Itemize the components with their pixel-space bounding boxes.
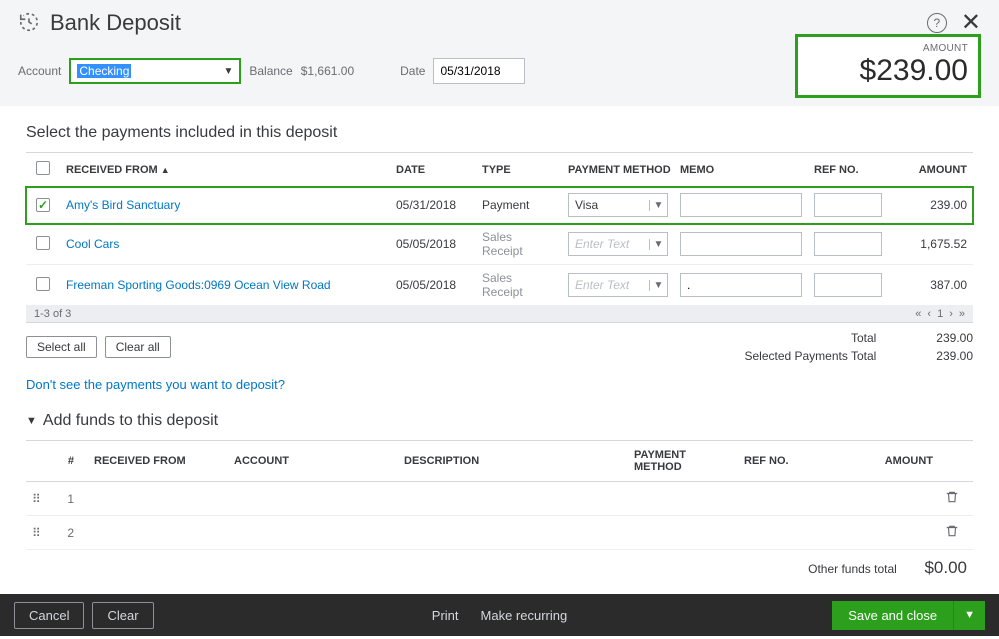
chevron-down-icon[interactable]: ▼	[649, 239, 667, 250]
payment-method-placeholder: Enter Text	[569, 278, 649, 292]
table-row[interactable]: ⠿1	[26, 482, 973, 516]
memo-input[interactable]	[680, 232, 802, 256]
row-type: Sales Receipt	[476, 224, 562, 265]
row-checkbox[interactable]	[36, 198, 50, 212]
col-memo[interactable]: MEMO	[674, 153, 808, 187]
pager-next-icon[interactable]: ›	[949, 308, 953, 320]
clear-all-button[interactable]: Clear all	[105, 336, 171, 358]
payment-method-placeholder: Enter Text	[569, 237, 649, 251]
payment-method-select[interactable]: Enter Text▼	[568, 232, 668, 256]
row-type: Sales Receipt	[476, 265, 562, 306]
cancel-button[interactable]: Cancel	[14, 602, 84, 629]
row-number: 1	[48, 482, 88, 516]
balance-label: Balance	[249, 64, 292, 78]
total-label: Total	[851, 331, 876, 345]
table-row: Freeman Sporting Goods:0969 Ocean View R…	[26, 265, 973, 306]
row-date: 05/31/2018	[390, 187, 476, 224]
chevron-down-icon[interactable]: ▼	[223, 66, 233, 77]
collapse-icon[interactable]: ▼	[26, 415, 37, 427]
date-label: Date	[400, 64, 425, 78]
acol-payment-method: PAYMENT METHOD	[628, 441, 738, 482]
help-icon[interactable]: ?	[927, 13, 947, 33]
acol-received-from: RECEIVED FROM	[88, 441, 228, 482]
memo-input[interactable]	[680, 273, 802, 297]
trash-icon[interactable]	[939, 516, 973, 550]
close-icon[interactable]: ✕	[961, 11, 981, 35]
acol-num: #	[48, 441, 88, 482]
save-and-close-button[interactable]: Save and close	[832, 601, 953, 630]
chevron-down-icon[interactable]: ▼	[649, 200, 667, 211]
row-amount: 1,675.52	[888, 224, 973, 265]
table-row: Amy's Bird Sanctuary05/31/2018PaymentVis…	[26, 187, 973, 224]
acol-account: ACCOUNT	[228, 441, 398, 482]
pager-page: 1	[937, 308, 943, 320]
other-funds-total-value: $0.00	[924, 558, 967, 577]
col-date[interactable]: DATE	[390, 153, 476, 187]
page-title: Bank Deposit	[50, 10, 181, 36]
deposit-amount-box: AMOUNT $239.00	[795, 34, 981, 98]
drag-handle-icon[interactable]: ⠿	[26, 482, 48, 516]
ref-input[interactable]	[814, 273, 882, 297]
print-link[interactable]: Print	[432, 608, 459, 623]
table-row: Cool Cars05/05/2018Sales ReceiptEnter Te…	[26, 224, 973, 265]
add-funds-table: # RECEIVED FROM ACCOUNT DESCRIPTION PAYM…	[26, 440, 973, 550]
add-funds-heading: Add funds to this deposit	[43, 412, 218, 430]
table-row[interactable]: ⠿2	[26, 516, 973, 550]
row-date: 05/05/2018	[390, 224, 476, 265]
history-icon[interactable]	[18, 11, 40, 36]
date-input[interactable]	[433, 58, 525, 84]
received-from-link[interactable]: Cool Cars	[66, 237, 119, 251]
row-number: 2	[48, 516, 88, 550]
drag-handle-icon[interactable]: ⠿	[26, 516, 48, 550]
payment-method-select[interactable]: Visa▼	[568, 193, 668, 217]
payments-table: RECEIVED FROM▲ DATE TYPE PAYMENT METHOD …	[26, 152, 973, 306]
pager-last-icon[interactable]: »	[959, 308, 965, 320]
pager-range: 1-3 of 3	[34, 308, 71, 320]
payment-method-select[interactable]: Enter Text▼	[568, 273, 668, 297]
row-amount: 239.00	[888, 187, 973, 224]
col-ref-no[interactable]: REF NO.	[808, 153, 888, 187]
account-select[interactable]: Checking ▼	[69, 58, 241, 84]
payments-heading: Select the payments included in this dep…	[26, 124, 973, 142]
select-all-checkbox[interactable]	[36, 161, 50, 175]
row-date: 05/05/2018	[390, 265, 476, 306]
selected-total-value: 239.00	[893, 349, 973, 363]
col-type[interactable]: TYPE	[476, 153, 562, 187]
row-checkbox[interactable]	[36, 277, 50, 291]
pager-first-icon[interactable]: «	[915, 308, 921, 320]
total-value: 239.00	[893, 331, 973, 345]
select-all-button[interactable]: Select all	[26, 336, 97, 358]
clear-button[interactable]: Clear	[92, 602, 153, 629]
amount-value: $239.00	[808, 54, 968, 87]
received-from-link[interactable]: Amy's Bird Sanctuary	[66, 198, 180, 212]
account-label: Account	[18, 64, 61, 78]
chevron-down-icon[interactable]: ▼	[649, 280, 667, 291]
row-type: Payment	[476, 187, 562, 224]
amount-label: AMOUNT	[808, 43, 968, 54]
save-dropdown-button[interactable]: ▼	[953, 601, 985, 630]
memo-input[interactable]	[680, 193, 802, 217]
balance-value: $1,661.00	[301, 64, 354, 78]
acol-ref-no: REF NO.	[738, 441, 818, 482]
col-payment-method[interactable]: PAYMENT METHOD	[562, 153, 674, 187]
trash-icon[interactable]	[939, 482, 973, 516]
sort-asc-icon: ▲	[161, 165, 170, 175]
selected-total-label: Selected Payments Total	[744, 349, 876, 363]
ref-input[interactable]	[814, 193, 882, 217]
missing-payments-link[interactable]: Don't see the payments you want to depos…	[26, 377, 285, 392]
received-from-link[interactable]: Freeman Sporting Goods:0969 Ocean View R…	[66, 278, 331, 292]
make-recurring-link[interactable]: Make recurring	[481, 608, 568, 623]
acol-description: DESCRIPTION	[398, 441, 628, 482]
row-checkbox[interactable]	[36, 236, 50, 250]
account-select-value: Checking	[77, 64, 131, 78]
ref-input[interactable]	[814, 232, 882, 256]
row-amount: 387.00	[888, 265, 973, 306]
col-received-from[interactable]: RECEIVED FROM▲	[60, 153, 390, 187]
payment-method-value: Visa	[569, 198, 649, 212]
col-amount[interactable]: AMOUNT	[888, 153, 973, 187]
other-funds-total-label: Other funds total	[808, 562, 897, 576]
pager-prev-icon[interactable]: ‹	[927, 308, 931, 320]
acol-amount: AMOUNT	[818, 441, 939, 482]
